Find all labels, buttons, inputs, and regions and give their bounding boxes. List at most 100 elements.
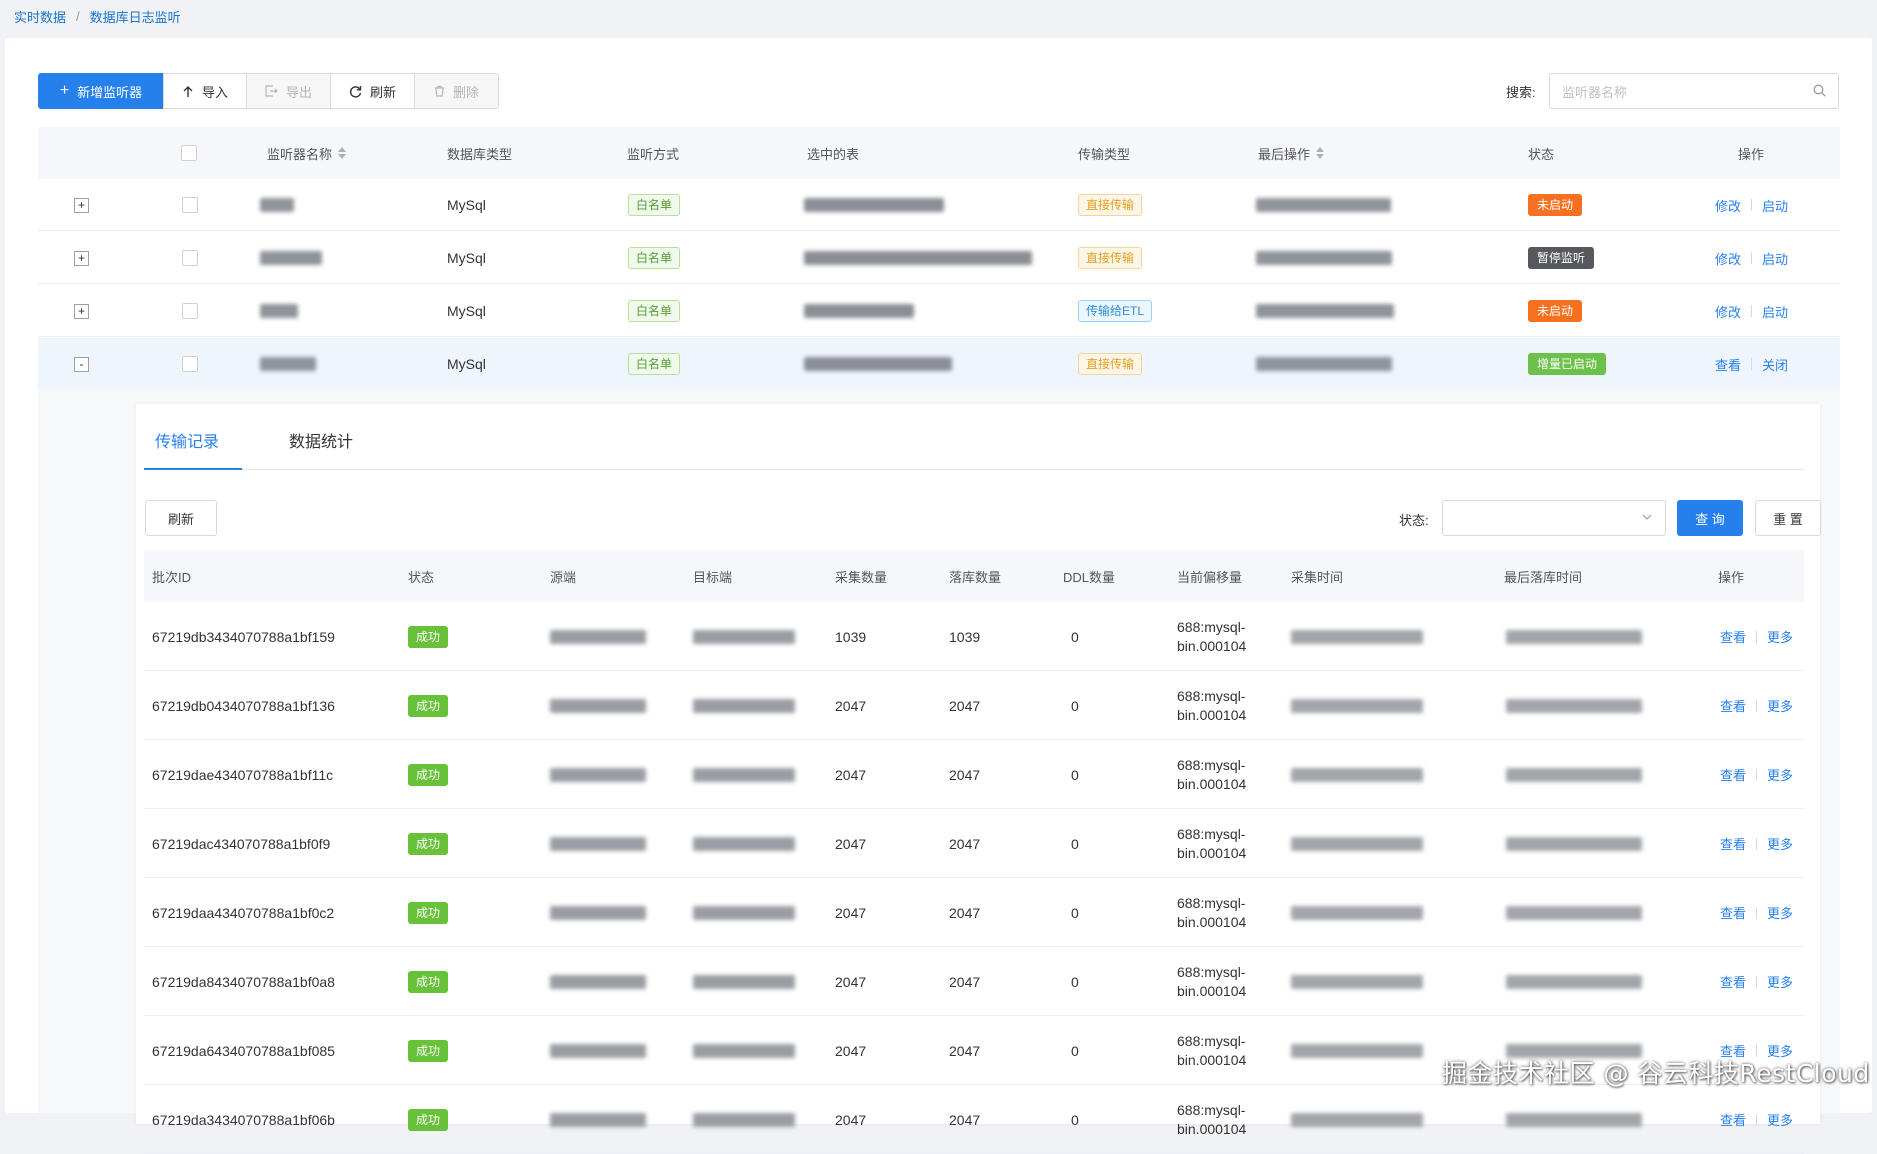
last-op-redacted — [1256, 285, 1394, 337]
header-last-op[interactable]: 最后操作 — [1258, 127, 1325, 179]
row-checkbox[interactable] — [182, 197, 198, 213]
success-badge: 成功 — [408, 970, 449, 993]
offset-line-1: 688:mysql- — [1177, 1101, 1246, 1118]
success-badge: 成功 — [408, 901, 449, 924]
refresh-icon — [349, 85, 362, 98]
header-collect-count: 采集数量 — [835, 569, 888, 585]
more-link[interactable]: 更多 — [1767, 906, 1794, 921]
breadcrumb-item-db-log-listen[interactable]: 数据库日志监听 — [89, 9, 181, 25]
start-stop-link[interactable]: 启动 — [1762, 304, 1789, 320]
action-divider — [1756, 630, 1758, 643]
edit-link[interactable]: 修改 — [1715, 251, 1742, 267]
expand-cell: + — [74, 232, 89, 284]
expand-toggle-icon[interactable]: - — [74, 356, 89, 372]
collect-count: 2047 — [835, 697, 867, 714]
record-row[interactable]: 67219dae434070788a1bf11c 成功 2047 2047 0 688:m… — [144, 740, 1804, 809]
active-tab-indicator — [144, 468, 242, 470]
batch-id: 67219da8434070788a1bf0a8 — [152, 973, 335, 990]
status-filter-select[interactable] — [1442, 500, 1666, 536]
batch-id: 67219da6434070788a1bf085 — [152, 1042, 335, 1059]
offset-line-1: 688:mysql- — [1177, 1032, 1246, 1049]
delete-button[interactable]: 删除 — [414, 73, 499, 109]
detail-refresh-button[interactable]: 刷新 — [145, 500, 217, 536]
record-row[interactable]: 67219da6434070788a1bf085 成功 2047 2047 0 688:m… — [144, 1016, 1804, 1085]
view-link[interactable]: 查看 — [1720, 630, 1747, 645]
row-checkbox[interactable] — [182, 250, 198, 266]
collect-count: 2047 — [835, 835, 867, 852]
expand-toggle-icon[interactable]: + — [74, 250, 89, 266]
mode-tag-cell: 白名单 — [628, 338, 681, 390]
view-link[interactable]: 查看 — [1720, 768, 1747, 783]
listener-row[interactable]: + MySql 白名单 传输给ETL 未启动 修改 启动 — [38, 285, 1840, 337]
record-row[interactable]: 67219da3434070788a1bf06b 成功 2047 2047 0 688:m… — [144, 1085, 1804, 1154]
ddl-count: 0 — [1071, 904, 1079, 921]
row-checkbox[interactable] — [182, 303, 198, 319]
search-input[interactable] — [1550, 74, 1804, 110]
refresh-button[interactable]: 刷新 — [330, 73, 415, 109]
record-row[interactable]: 67219da8434070788a1bf0a8 成功 2047 2047 0 688:m… — [144, 947, 1804, 1016]
header-record-actions: 操作 — [1718, 569, 1745, 585]
edit-link[interactable]: 查看 — [1715, 357, 1742, 373]
breadcrumb: 实时数据 / 数据库日志监听 — [14, 6, 181, 26]
sort-icon[interactable] — [338, 147, 347, 159]
more-link[interactable]: 更多 — [1767, 1044, 1794, 1059]
view-link[interactable]: 查看 — [1720, 837, 1747, 852]
view-link[interactable]: 查看 — [1720, 699, 1747, 714]
tab-data-statistics[interactable]: 数据统计 — [289, 434, 354, 451]
transfer-tag-cell: 直接传输 — [1078, 179, 1143, 231]
action-divider — [1751, 305, 1753, 317]
more-link[interactable]: 更多 — [1767, 768, 1794, 783]
sort-icon[interactable] — [1316, 147, 1325, 159]
record-row[interactable]: 67219dac434070788a1bf0f9 成功 2047 2047 0 688:m… — [144, 809, 1804, 878]
store-count: 2047 — [949, 1042, 981, 1059]
listener-row[interactable]: + MySql 白名单 直接传输 暂停监听 修改 启动 — [38, 232, 1840, 284]
header-name[interactable]: 监听器名称 — [267, 127, 347, 179]
listener-row[interactable]: - MySql 白名单 直接传输 增量已启动 查看 关闭 — [38, 338, 1840, 390]
row-checkbox[interactable] — [182, 356, 198, 372]
plus-icon: + — [59, 82, 70, 99]
edit-link[interactable]: 修改 — [1715, 198, 1742, 214]
add-listener-button[interactable]: + 新增监听器 — [38, 73, 164, 109]
more-link[interactable]: 更多 — [1767, 837, 1794, 852]
expand-toggle-icon[interactable]: + — [74, 303, 89, 319]
header-actions: 操作 — [1738, 146, 1765, 162]
header-transfer: 传输类型 — [1078, 146, 1131, 162]
search-icon[interactable] — [1813, 84, 1826, 97]
start-stop-link[interactable]: 启动 — [1762, 198, 1789, 214]
mode-tag: 白名单 — [628, 247, 681, 269]
collect-time-redacted — [1291, 602, 1423, 671]
view-link[interactable]: 查看 — [1720, 1044, 1747, 1059]
source-redacted — [550, 809, 646, 878]
reset-button[interactable]: 重 置 — [1755, 500, 1821, 536]
more-link[interactable]: 更多 — [1767, 630, 1794, 645]
record-row[interactable]: 67219daa434070788a1bf0c2 成功 2047 2047 0 688:m… — [144, 878, 1804, 947]
import-label: 导入 — [201, 84, 228, 100]
import-button[interactable]: 导入 — [163, 73, 247, 109]
start-stop-link[interactable]: 启动 — [1762, 251, 1789, 267]
expand-toggle-icon[interactable]: + — [74, 197, 89, 213]
view-link[interactable]: 查看 — [1720, 906, 1747, 921]
delete-label: 删除 — [452, 84, 479, 100]
upload-arrow-icon — [183, 85, 193, 97]
record-row[interactable]: 67219db3434070788a1bf159 成功 1039 1039 0 688:m… — [144, 602, 1804, 671]
view-link[interactable]: 查看 — [1720, 975, 1747, 990]
offset-line-1: 688:mysql- — [1177, 618, 1246, 635]
mode-tag: 白名单 — [628, 353, 681, 375]
last-store-time-redacted — [1506, 809, 1642, 878]
tab-transfer-records[interactable]: 传输记录 — [155, 434, 220, 451]
query-button[interactable]: 查 询 — [1677, 500, 1743, 536]
more-link[interactable]: 更多 — [1767, 699, 1794, 714]
breadcrumb-item-realtime[interactable]: 实时数据 — [14, 9, 67, 25]
store-count: 2047 — [949, 973, 981, 990]
more-link[interactable]: 更多 — [1767, 975, 1794, 990]
record-row[interactable]: 67219db0434070788a1bf136 成功 2047 2047 0 688:m… — [144, 671, 1804, 740]
start-stop-link[interactable]: 关闭 — [1762, 357, 1789, 373]
status-badge: 暂停监听 — [1528, 247, 1595, 269]
record-status-cell: 成功 — [408, 740, 449, 809]
export-button[interactable]: 导出 — [246, 73, 331, 109]
collect-time-redacted — [1291, 671, 1423, 740]
select-all-checkbox[interactable] — [181, 145, 197, 161]
ddl-count: 0 — [1071, 697, 1079, 714]
listener-row[interactable]: + MySql 白名单 直接传输 未启动 修改 启动 — [38, 179, 1840, 231]
edit-link[interactable]: 修改 — [1715, 304, 1742, 320]
